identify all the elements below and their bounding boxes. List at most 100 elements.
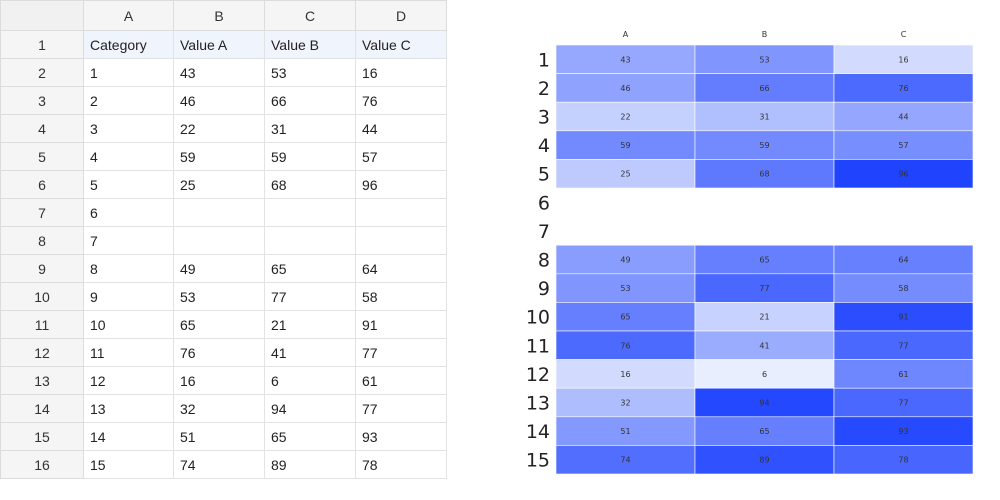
cell-b4[interactable]: 22 (173, 114, 265, 143)
cell-d10[interactable]: 58 (355, 282, 447, 311)
cell-d4[interactable]: 44 (355, 114, 447, 143)
row-header[interactable]: 16 (0, 450, 84, 479)
cell-b11[interactable]: 65 (173, 310, 265, 339)
row-header[interactable]: 6 (0, 170, 84, 199)
cell-b3[interactable]: 46 (173, 86, 265, 115)
cell-c4[interactable]: 31 (264, 114, 356, 143)
cell-a9[interactable]: 8 (83, 254, 174, 283)
cell-b7[interactable] (173, 198, 265, 227)
heatmap-cell-value: 77 (898, 399, 908, 408)
cell-b16[interactable]: 74 (173, 450, 265, 479)
cell-a11[interactable]: 10 (83, 310, 174, 339)
cell-c6[interactable]: 68 (264, 170, 356, 199)
column-header-d[interactable]: D (355, 0, 447, 31)
cell-d3[interactable]: 76 (355, 86, 447, 115)
heatmap-cell-value: 65 (620, 313, 630, 322)
row-header[interactable]: 10 (0, 282, 84, 311)
cell-c3[interactable]: 66 (264, 86, 356, 115)
cell-d1[interactable]: Value C (355, 30, 447, 59)
row-header[interactable]: 1 (0, 30, 84, 59)
table-row: 13 12 16 6 61 (0, 366, 447, 395)
cell-a4[interactable]: 3 (83, 114, 174, 143)
row-header[interactable]: 5 (0, 142, 84, 171)
heatmap-cell (555, 159, 696, 189)
cell-c12[interactable]: 41 (264, 338, 356, 367)
cell-d14[interactable]: 77 (355, 394, 447, 423)
cell-a12[interactable]: 11 (83, 338, 174, 367)
cell-a15[interactable]: 14 (83, 422, 174, 451)
cell-a2[interactable]: 1 (83, 58, 174, 87)
cell-a5[interactable]: 4 (83, 142, 174, 171)
cell-a13[interactable]: 12 (83, 366, 174, 395)
cell-b1[interactable]: Value A (173, 30, 265, 59)
cell-d13[interactable]: 61 (355, 366, 447, 395)
heatmap-column-label: B (762, 30, 768, 39)
row-header[interactable]: 3 (0, 86, 84, 115)
cell-d7[interactable] (355, 198, 447, 227)
row-header[interactable]: 14 (0, 394, 84, 423)
cell-b14[interactable]: 32 (173, 394, 265, 423)
cell-a8[interactable]: 7 (83, 226, 174, 255)
cell-c5[interactable]: 59 (264, 142, 356, 171)
row-header[interactable]: 11 (0, 310, 84, 339)
cell-d12[interactable]: 77 (355, 338, 447, 367)
cell-a14[interactable]: 13 (83, 394, 174, 423)
cell-d15[interactable]: 93 (355, 422, 447, 451)
heatmap-row-label: 1 (538, 49, 550, 71)
row-header[interactable]: 2 (0, 58, 84, 87)
heatmap-cell-value: 78 (898, 456, 908, 465)
cell-c10[interactable]: 77 (264, 282, 356, 311)
cell-c1[interactable]: Value B (264, 30, 356, 59)
row-header[interactable]: 7 (0, 198, 84, 227)
row-header[interactable]: 8 (0, 226, 84, 255)
cell-d8[interactable] (355, 226, 447, 255)
row-header[interactable]: 15 (0, 422, 84, 451)
cell-a10[interactable]: 9 (83, 282, 174, 311)
column-header-c[interactable]: C (264, 0, 356, 31)
cell-c9[interactable]: 65 (264, 254, 356, 283)
cell-b13[interactable]: 16 (173, 366, 265, 395)
cell-d6[interactable]: 96 (355, 170, 447, 199)
row-header[interactable]: 9 (0, 254, 84, 283)
cell-d5[interactable]: 57 (355, 142, 447, 171)
heatmap-cell-value: 77 (898, 341, 908, 350)
heatmap-cell-value: 74 (620, 456, 630, 465)
cell-c7[interactable] (264, 198, 356, 227)
row-header[interactable]: 12 (0, 338, 84, 367)
column-header-a[interactable]: A (83, 0, 174, 31)
cell-b10[interactable]: 53 (173, 282, 265, 311)
cell-c15[interactable]: 65 (264, 422, 356, 451)
cell-c11[interactable]: 21 (264, 310, 356, 339)
cell-b15[interactable]: 51 (173, 422, 265, 451)
heatmap-cell (833, 330, 974, 360)
cell-b8[interactable] (173, 226, 265, 255)
cell-b6[interactable]: 25 (173, 170, 265, 199)
heatmap-row-label: 3 (538, 107, 550, 129)
cell-d16[interactable]: 78 (355, 450, 447, 479)
column-header-b[interactable]: B (173, 0, 265, 31)
cell-b5[interactable]: 59 (173, 142, 265, 171)
select-all-corner[interactable] (0, 0, 84, 31)
row-header[interactable]: 13 (0, 366, 84, 395)
cell-a7[interactable]: 6 (83, 198, 174, 227)
cell-a16[interactable]: 15 (83, 450, 174, 479)
heatmap-cell (833, 445, 974, 475)
cell-a3[interactable]: 2 (83, 86, 174, 115)
cell-b9[interactable]: 49 (173, 254, 265, 283)
cell-a1[interactable]: Category (83, 30, 174, 59)
cell-c8[interactable] (264, 226, 356, 255)
heatmap-cell (833, 73, 974, 103)
cell-d11[interactable]: 91 (355, 310, 447, 339)
row-header[interactable]: 4 (0, 114, 84, 143)
heatmap-column-label: C (901, 30, 907, 39)
cell-c16[interactable]: 89 (264, 450, 356, 479)
cell-b12[interactable]: 76 (173, 338, 265, 367)
cell-d9[interactable]: 64 (355, 254, 447, 283)
cell-c14[interactable]: 94 (264, 394, 356, 423)
heatmap-cell-value: 93 (898, 427, 908, 436)
cell-d2[interactable]: 16 (355, 58, 447, 87)
cell-c13[interactable]: 6 (264, 366, 356, 395)
cell-a6[interactable]: 5 (83, 170, 174, 199)
cell-b2[interactable]: 43 (173, 58, 265, 87)
cell-c2[interactable]: 53 (264, 58, 356, 87)
